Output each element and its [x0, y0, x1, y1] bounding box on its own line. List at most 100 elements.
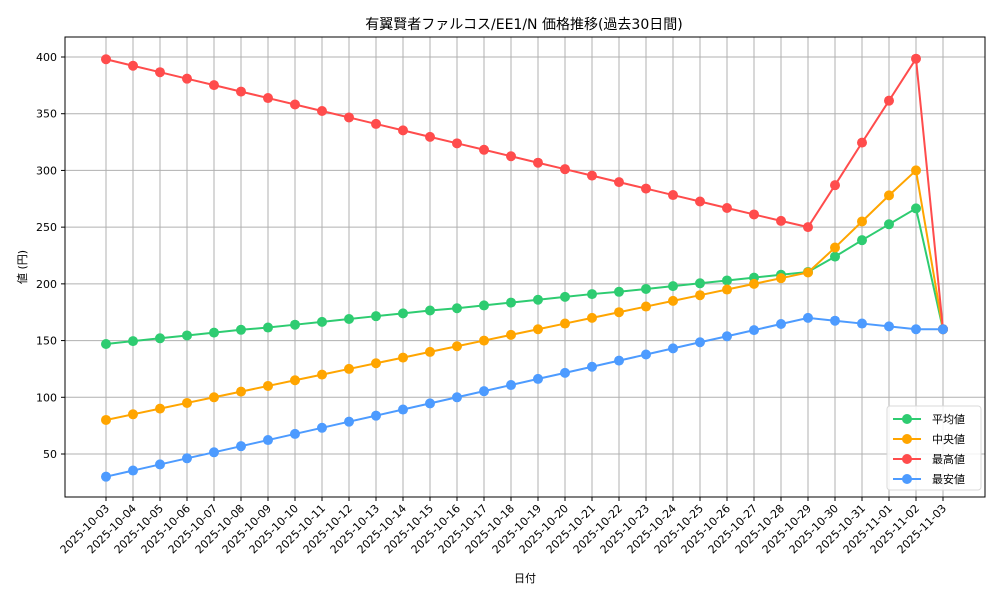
data-point [209, 80, 219, 91]
data-point [479, 335, 489, 346]
data-point [263, 322, 273, 333]
data-point [641, 283, 651, 294]
data-point [263, 435, 273, 446]
legend-swatch-marker [902, 454, 912, 464]
data-point [560, 318, 570, 329]
x-axis-ticks: 2025-10-032025-10-042025-10-052025-10-06… [58, 497, 949, 556]
data-point [533, 294, 543, 305]
data-point [776, 273, 786, 284]
data-point [290, 428, 300, 439]
data-point [884, 219, 894, 230]
data-point [884, 95, 894, 106]
data-point [722, 331, 732, 342]
data-point [317, 369, 327, 380]
data-point [911, 53, 921, 64]
data-point [479, 300, 489, 311]
data-point [344, 314, 354, 325]
data-point [722, 275, 732, 286]
data-point [533, 157, 543, 168]
data-point [452, 303, 462, 314]
data-point [506, 297, 516, 308]
series-line [105, 55, 944, 330]
data-point [182, 397, 192, 408]
data-point [317, 105, 327, 116]
series-line [105, 206, 944, 345]
data-point [560, 291, 570, 302]
data-point [479, 386, 489, 397]
data-point [371, 410, 381, 421]
data-point [344, 112, 354, 123]
data-point [209, 327, 219, 338]
data-point [641, 183, 651, 194]
data-point [425, 346, 435, 357]
series-3 [101, 312, 948, 482]
data-point [641, 301, 651, 312]
data-point [128, 60, 138, 71]
data-point [155, 459, 165, 470]
data-point [803, 267, 813, 278]
data-point [857, 318, 867, 329]
data-point [668, 281, 678, 292]
x-axis-label: 日付 [514, 572, 536, 585]
data-point [506, 329, 516, 340]
legend-swatch-marker [902, 474, 912, 484]
data-point [452, 341, 462, 352]
data-point [209, 447, 219, 458]
legend-swatch-marker [902, 414, 912, 424]
data-point [182, 73, 192, 84]
data-point [749, 209, 759, 220]
data-point [128, 336, 138, 347]
data-point [452, 138, 462, 149]
data-point [371, 311, 381, 322]
data-point [587, 361, 597, 372]
data-point [695, 278, 705, 289]
data-point [938, 324, 948, 335]
data-point [803, 312, 813, 323]
y-tick-label: 300 [36, 164, 57, 177]
data-point [803, 222, 813, 233]
data-point [749, 325, 759, 336]
data-point [587, 170, 597, 181]
data-point [452, 392, 462, 403]
data-point [344, 416, 354, 427]
legend-box [886, 405, 982, 491]
data-point [722, 202, 732, 213]
data-point [668, 190, 678, 201]
data-point [128, 409, 138, 420]
data-point [263, 380, 273, 391]
series-0 [101, 203, 948, 349]
series-1 [101, 165, 948, 425]
data-point [317, 316, 327, 327]
data-point [830, 251, 840, 262]
y-tick-label: 200 [36, 278, 57, 291]
data-point [911, 165, 921, 176]
data-point [236, 324, 246, 335]
data-point [425, 305, 435, 316]
data-point [614, 307, 624, 318]
data-point [749, 278, 759, 289]
legend-label: 平均値 [932, 413, 965, 426]
data-point [641, 349, 651, 360]
grid-lines [65, 37, 985, 497]
data-point [155, 67, 165, 78]
data-point [290, 319, 300, 330]
legend-label: 中央値 [932, 433, 965, 446]
data-point [236, 86, 246, 97]
data-point [857, 235, 867, 246]
y-tick-label: 400 [36, 51, 57, 64]
chart-title: 有翼賢者ファルコス/EE1/N 価格推移(過去30日間) [365, 17, 682, 33]
data-point [830, 180, 840, 191]
data-point [911, 324, 921, 335]
data-point [695, 196, 705, 207]
data-point [479, 144, 489, 155]
data-point [668, 295, 678, 306]
data-point [587, 312, 597, 323]
data-point [101, 414, 111, 425]
data-point [398, 404, 408, 415]
data-point [884, 321, 894, 332]
data-point [506, 151, 516, 162]
data-point [155, 403, 165, 414]
data-point [290, 375, 300, 386]
